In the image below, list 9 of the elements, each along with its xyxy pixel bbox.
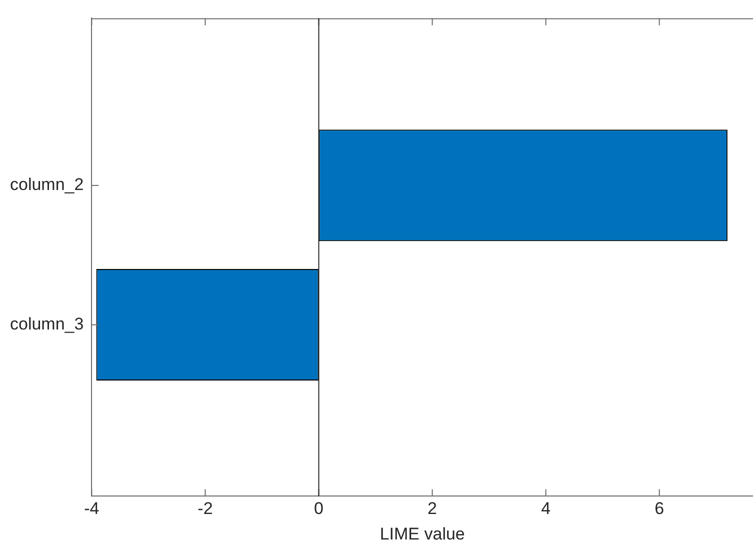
x-tick-label: -2 [198,499,213,518]
x-axis-title: LIME value [380,524,465,544]
x-tick-label: 6 [654,499,664,518]
x-tick-label: -4 [84,499,100,518]
x-tick-label: 0 [314,499,324,518]
y-tick-label: column_3 [10,314,84,334]
y-tick-label: column_2 [10,175,84,194]
x-tick-label: 2 [428,499,438,518]
x-tick-label: 4 [541,499,551,518]
